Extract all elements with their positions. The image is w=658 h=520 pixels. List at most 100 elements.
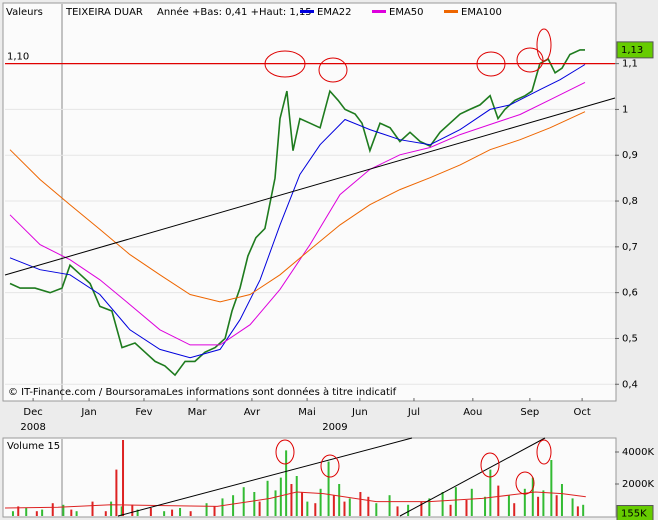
y-tick-label: 0,8 bbox=[622, 196, 638, 207]
chart-subtitle: Année +Bas: 0,41 +Haut: 1,15 bbox=[157, 6, 312, 18]
volume-bar bbox=[560, 484, 563, 516]
volume-bar bbox=[295, 476, 298, 516]
source: © IT-Finance.com / BoursoramaLes informa… bbox=[8, 386, 397, 398]
x-tick-label: Jul bbox=[407, 407, 420, 418]
x-tick-label: Sep bbox=[520, 407, 539, 418]
year-label: 2009 bbox=[322, 422, 347, 433]
volume-bar bbox=[420, 501, 423, 516]
volume-bar bbox=[348, 498, 351, 516]
volume-bar bbox=[205, 503, 208, 516]
legend-label: EMA22 bbox=[317, 7, 352, 18]
highlight bbox=[480, 452, 500, 478]
y-tick-label: 4000K bbox=[622, 447, 654, 458]
volume-bar bbox=[571, 498, 574, 516]
volume-bar bbox=[301, 492, 304, 516]
trend-line bbox=[399, 437, 546, 517]
y-tick-label: 2000K bbox=[622, 479, 654, 490]
series-line bbox=[4, 491, 586, 509]
volume-bar bbox=[497, 485, 500, 516]
volume-bar bbox=[221, 498, 224, 516]
legend-swatch bbox=[300, 10, 314, 13]
volume-bar bbox=[523, 488, 526, 516]
highlight bbox=[516, 47, 544, 73]
volume-bar bbox=[327, 461, 330, 516]
last-value-label: 1,13 bbox=[621, 45, 643, 56]
volume-bar bbox=[171, 509, 174, 516]
y-tick-label: 0,5 bbox=[622, 333, 638, 344]
volume-bar bbox=[428, 498, 431, 516]
volume-bar bbox=[388, 495, 391, 516]
x-tick-label: Fev bbox=[135, 407, 152, 418]
trend-line bbox=[117, 437, 413, 517]
volume-bar bbox=[149, 508, 152, 516]
volume-bar bbox=[489, 469, 492, 516]
highlight bbox=[320, 454, 340, 478]
volume-bar bbox=[375, 503, 378, 516]
legend-swatch bbox=[444, 10, 458, 13]
series-line bbox=[9, 64, 586, 359]
volume-bar bbox=[285, 450, 288, 516]
volume-bar bbox=[253, 492, 256, 516]
volume-bar bbox=[41, 509, 44, 516]
volume-bar bbox=[367, 496, 370, 516]
highlight bbox=[275, 439, 295, 465]
volume-bar bbox=[306, 501, 309, 516]
chart-title: TEIXEIRA DUAR bbox=[65, 7, 143, 18]
legend-swatch bbox=[372, 10, 386, 13]
last-value-label: 155K bbox=[621, 509, 647, 520]
volume-bar bbox=[319, 488, 322, 516]
volume-bar bbox=[576, 506, 579, 516]
volume-bar bbox=[136, 509, 139, 516]
y-tick-label: 1 bbox=[622, 104, 628, 115]
volume-bar bbox=[122, 440, 125, 516]
x-tick-label: Mai bbox=[298, 407, 316, 418]
volume-bar bbox=[104, 511, 107, 516]
volume-bar bbox=[550, 460, 553, 516]
volume-bar bbox=[343, 501, 346, 516]
volume-bar bbox=[179, 508, 182, 516]
year-label: 2008 bbox=[20, 422, 45, 433]
last-value-box bbox=[616, 505, 654, 520]
y-tick-label: 0,6 bbox=[622, 288, 638, 299]
volume-bar bbox=[258, 501, 261, 516]
y-tick-label: 1,1 bbox=[622, 59, 638, 70]
volume-bar bbox=[531, 477, 534, 516]
y-tick-label: 0,9 bbox=[622, 150, 638, 161]
volume-bar bbox=[213, 506, 216, 516]
volume-bar bbox=[279, 477, 282, 516]
volume-bar bbox=[51, 503, 54, 516]
trend-line bbox=[4, 97, 616, 276]
reference-label: 1,10 bbox=[7, 52, 29, 63]
volume-bar bbox=[314, 503, 317, 516]
highlight bbox=[318, 57, 348, 83]
volume-bar bbox=[75, 511, 78, 516]
volume-bar bbox=[537, 496, 540, 516]
volume-bar bbox=[232, 495, 235, 516]
y-tick-label: 0,7 bbox=[622, 242, 638, 253]
volume-bar bbox=[274, 490, 277, 516]
volume-bar bbox=[17, 506, 20, 516]
volume-bar bbox=[11, 511, 14, 516]
volume-bar bbox=[396, 506, 399, 516]
y-tick-label: 0,4 bbox=[622, 379, 638, 390]
highlight bbox=[536, 28, 552, 62]
volume-bar bbox=[62, 504, 65, 516]
volume-bar bbox=[110, 501, 113, 516]
legend-label: EMA100 bbox=[461, 7, 502, 18]
volume-bar bbox=[189, 511, 192, 516]
legend-label: Volume 15 bbox=[7, 441, 60, 452]
volume-bar bbox=[507, 495, 510, 516]
x-tick-label: Oct bbox=[573, 407, 590, 418]
price-panel bbox=[2, 2, 617, 402]
volume-bar bbox=[359, 492, 362, 516]
last-value-box bbox=[616, 41, 654, 59]
volume-bar bbox=[407, 504, 410, 516]
x-tick-label: Jan bbox=[80, 407, 96, 418]
header-label: Valeurs bbox=[6, 7, 43, 18]
legend-label: EMA50 bbox=[389, 7, 424, 18]
volume-bar bbox=[484, 496, 487, 516]
volume-bar bbox=[290, 484, 293, 516]
series-line bbox=[9, 111, 586, 303]
highlight bbox=[515, 471, 535, 495]
